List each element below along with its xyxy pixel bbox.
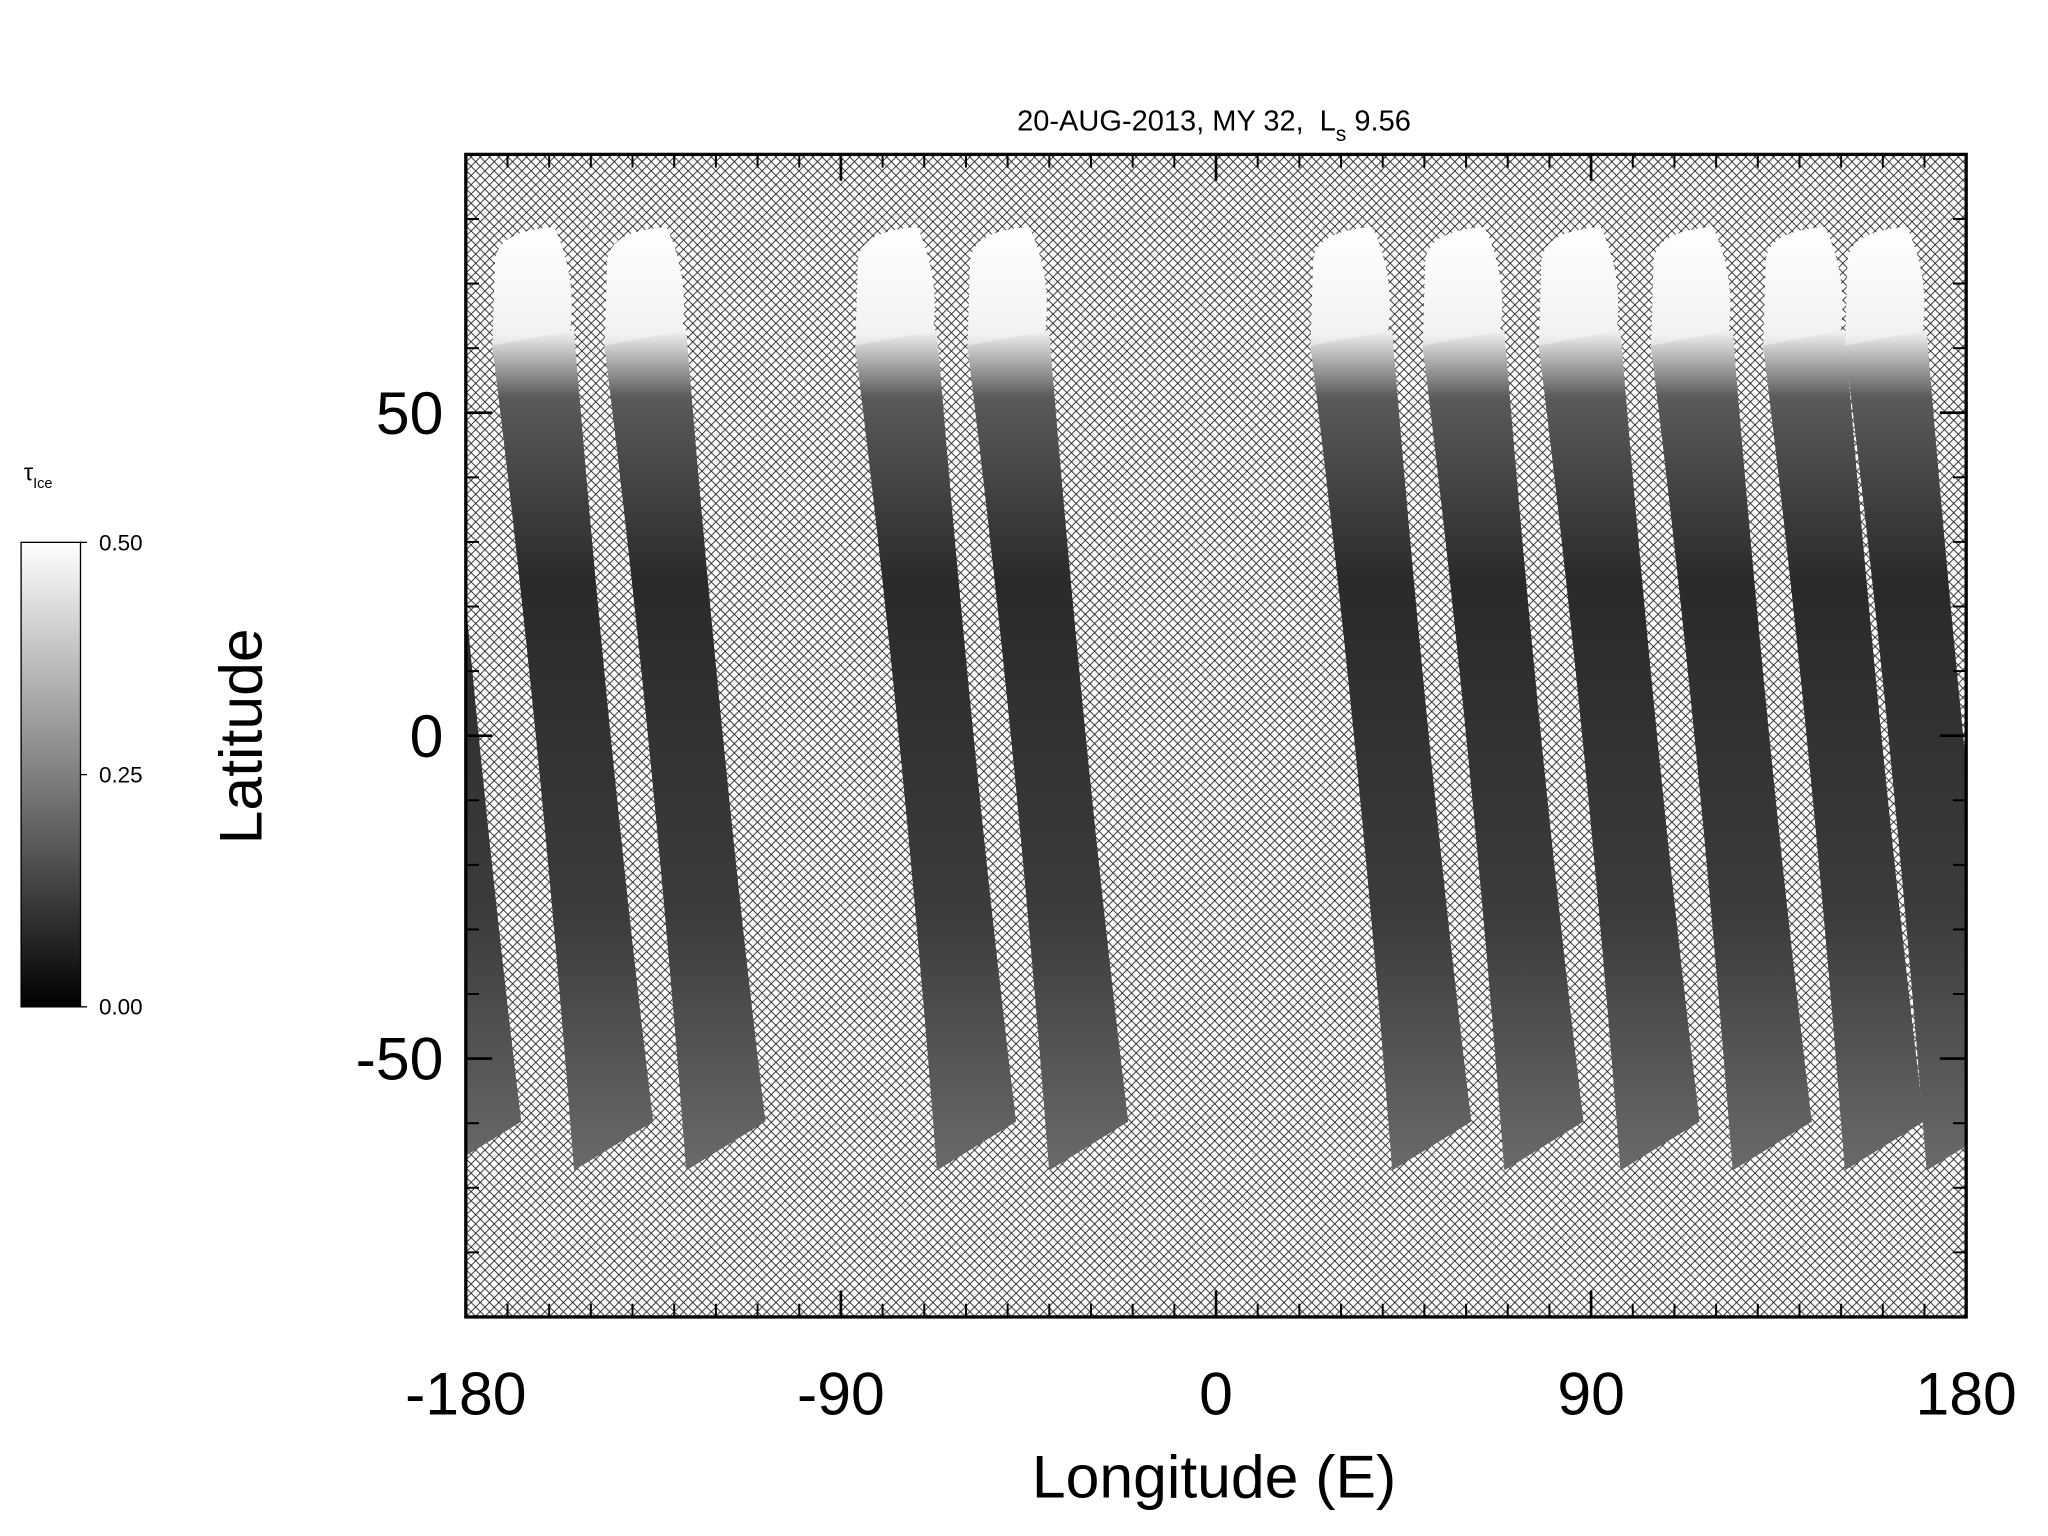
colorbar-subscript: Ice [33, 476, 52, 492]
x-tick-label: -90 [797, 1360, 885, 1428]
y-tick-label: 0 [410, 702, 444, 770]
title-subscript: s [1336, 123, 1347, 146]
swath [1762, 329, 1924, 1171]
swath-cap [967, 226, 1047, 354]
swath-cap [360, 227, 440, 354]
swath-cap [604, 226, 684, 354]
swath [1538, 329, 1700, 1171]
y-axis-label: Latitude [206, 628, 274, 844]
colorbar-tick-label: 0.25 [99, 763, 143, 788]
swath-cap [1762, 226, 1843, 354]
title-prefix: 20-AUG-2013, MY 32, [1017, 106, 1304, 138]
colorbar [20, 541, 82, 1008]
chart-title: 20-AUG-2013, MY 32, Ls 9.56 [1017, 106, 1411, 149]
swath [1422, 329, 1584, 1171]
swath-cap [1650, 226, 1731, 354]
swath [1310, 329, 1472, 1171]
colorbar-tick-label: 0.00 [99, 995, 143, 1020]
swath [855, 329, 1017, 1171]
colorbar-tick-label: 0.50 [99, 530, 143, 555]
swath [967, 329, 1129, 1171]
swaths [360, 226, 1967, 1171]
x-tick-label: 90 [1557, 1360, 1625, 1428]
title-symbol: L [1320, 106, 1336, 138]
swath-cap [855, 226, 935, 354]
swath [1844, 329, 1967, 1171]
colorbar-symbol: τ [24, 459, 34, 486]
swath [465, 602, 522, 1156]
swath-cap [1310, 226, 1390, 354]
swath-cap [1538, 226, 1619, 354]
y-tick-label: 50 [376, 379, 444, 447]
y-tick-label: -50 [356, 1025, 444, 1093]
swath-cap [492, 226, 572, 354]
x-tick-label: 180 [1916, 1360, 2017, 1428]
x-axis-label: Longitude (E) [1032, 1443, 1396, 1511]
swath-cap [1844, 226, 1925, 354]
swath [492, 329, 654, 1171]
x-tick-label: -180 [405, 1360, 526, 1428]
swath [1650, 329, 1812, 1171]
colorbar-label: τIce [24, 459, 53, 492]
swath-cap [1422, 226, 1503, 354]
swath [604, 329, 766, 1171]
x-tick-label: 0 [1199, 1360, 1233, 1428]
title-value: 9.56 [1354, 106, 1410, 138]
